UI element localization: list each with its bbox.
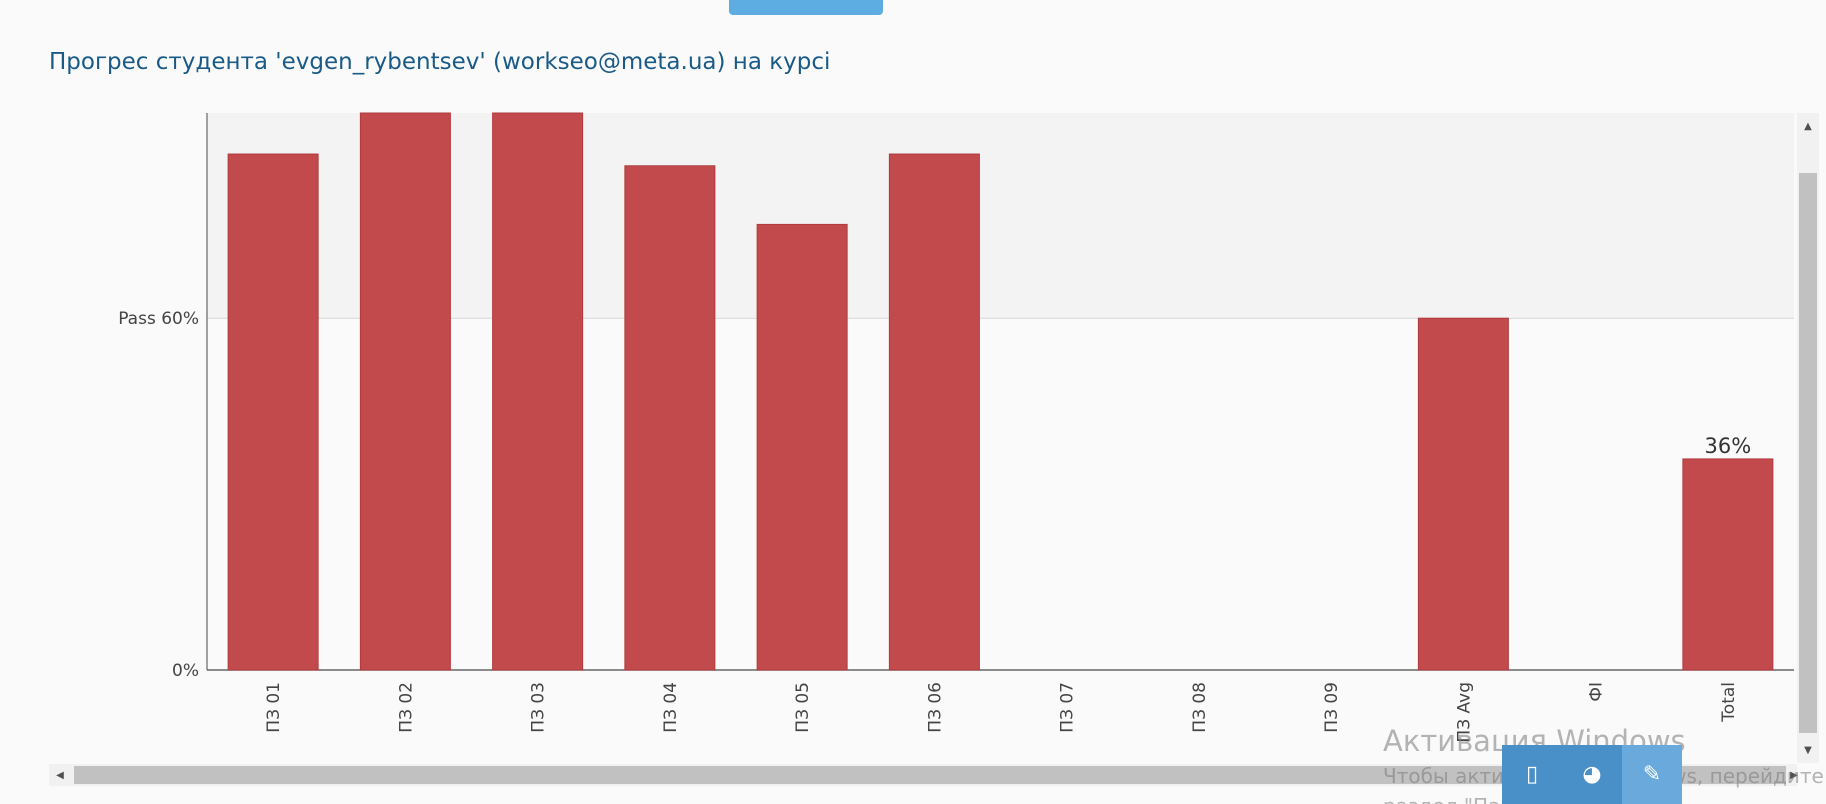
bar[interactable] (359, 112, 451, 671)
bar[interactable] (888, 153, 980, 671)
bar[interactable] (492, 112, 584, 671)
page-title: Прогрес студента 'evgen_rybentsev' (work… (49, 49, 831, 75)
horizontal-scroll-thumb[interactable] (74, 766, 1786, 784)
x-tick-label: ПЗ Avg (1454, 682, 1474, 743)
usb-drive-icon[interactable]: ▯ (1525, 762, 1539, 787)
x-tick-label: ПЗ 07 (1058, 682, 1078, 733)
x-tick-label: ПЗ 04 (661, 682, 681, 733)
x-tick-label: ФІ (1587, 682, 1607, 702)
taskbar-tray: ▯ ◕ ✎ (1502, 745, 1682, 804)
x-tick-label: Total (1719, 682, 1739, 723)
y-tick-label: Pass 60% (118, 309, 199, 329)
vertical-scrollbar[interactable]: ▲ ▼ (1797, 113, 1819, 763)
x-tick-label: ПЗ 06 (925, 682, 945, 733)
bar[interactable] (756, 223, 848, 671)
vertical-scroll-thumb[interactable] (1799, 173, 1817, 733)
x-tick-label: ПЗ 03 (529, 682, 549, 733)
y-tick-label: 0% (172, 661, 199, 681)
pen-icon[interactable]: ✎ (1622, 745, 1682, 804)
bar[interactable] (1417, 317, 1509, 671)
x-tick-label: ПЗ 09 (1322, 682, 1342, 733)
scroll-down-arrow-icon[interactable]: ▼ (1804, 744, 1812, 756)
x-tick-label: ПЗ 08 (1190, 682, 1210, 733)
above-pass-band (207, 113, 1794, 319)
scroll-right-arrow-icon[interactable]: ▶ (1790, 769, 1798, 781)
x-tick-label: ПЗ 02 (396, 682, 416, 733)
bar[interactable] (624, 165, 716, 671)
bar[interactable] (227, 153, 319, 671)
x-tick-label: ПЗ 01 (264, 682, 284, 733)
scroll-left-arrow-icon[interactable]: ◀ (56, 769, 64, 781)
top-action-button[interactable] (729, 0, 883, 15)
x-tick-label: ПЗ 05 (793, 682, 813, 733)
horizontal-scrollbar[interactable]: ◀ ▶ (49, 764, 1798, 786)
data-label: 36% (1705, 434, 1752, 458)
bar[interactable] (1682, 458, 1774, 671)
scroll-up-arrow-icon[interactable]: ▲ (1804, 120, 1812, 132)
paint-icon[interactable]: ◕ (1582, 762, 1602, 787)
